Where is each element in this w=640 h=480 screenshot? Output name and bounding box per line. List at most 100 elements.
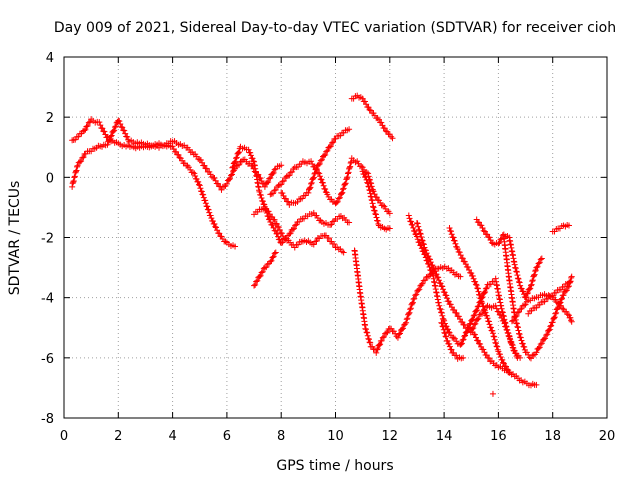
data-point bbox=[470, 275, 477, 282]
data-point bbox=[373, 349, 380, 356]
data-point bbox=[101, 128, 108, 135]
data-point bbox=[251, 282, 258, 289]
data-point bbox=[564, 311, 571, 318]
data-point bbox=[110, 128, 117, 135]
data-point bbox=[371, 207, 378, 214]
data-point bbox=[419, 237, 426, 244]
data-point bbox=[427, 259, 434, 266]
data-point bbox=[250, 158, 257, 165]
x-tick-label: 2 bbox=[114, 429, 122, 444]
data-point bbox=[276, 226, 283, 233]
data-point bbox=[318, 156, 325, 163]
data-point bbox=[306, 185, 313, 192]
data-point bbox=[530, 272, 537, 279]
data-point bbox=[314, 214, 321, 221]
data-point bbox=[235, 149, 242, 156]
y-tick-label: -8 bbox=[41, 412, 54, 427]
data-point bbox=[419, 280, 426, 287]
data-point bbox=[490, 333, 497, 340]
data-point bbox=[216, 230, 223, 237]
data-point bbox=[106, 136, 113, 143]
data-point bbox=[457, 273, 464, 280]
data-point bbox=[322, 151, 329, 158]
data-point bbox=[70, 178, 77, 185]
data-point bbox=[487, 237, 494, 244]
data-point bbox=[471, 321, 478, 328]
data-point bbox=[367, 339, 374, 346]
data-point bbox=[234, 162, 241, 169]
data-point bbox=[497, 353, 504, 360]
y-axis-label: SDTVAR / TECUs bbox=[7, 181, 23, 296]
data-point bbox=[486, 321, 493, 328]
data-point bbox=[71, 173, 78, 180]
data-point bbox=[264, 179, 271, 186]
data-point bbox=[518, 337, 525, 344]
data-point bbox=[473, 307, 480, 314]
data-point bbox=[275, 233, 282, 240]
data-point bbox=[476, 291, 483, 298]
data-point bbox=[308, 180, 315, 187]
data-point bbox=[119, 124, 126, 131]
data-point bbox=[409, 299, 416, 306]
data-point bbox=[267, 174, 274, 181]
data-point bbox=[362, 325, 369, 332]
data-point bbox=[560, 306, 567, 313]
data-point bbox=[346, 126, 353, 133]
series-track18 bbox=[508, 291, 575, 325]
data-point bbox=[85, 119, 92, 126]
data-point bbox=[69, 183, 76, 190]
data-point bbox=[552, 310, 559, 317]
data-point bbox=[501, 320, 508, 327]
data-point bbox=[524, 290, 531, 297]
data-point bbox=[76, 158, 83, 165]
data-points bbox=[69, 92, 575, 397]
data-point bbox=[480, 346, 487, 353]
data-point bbox=[479, 300, 486, 307]
data-point bbox=[528, 281, 535, 288]
data-point bbox=[195, 178, 202, 185]
data-point bbox=[312, 169, 319, 176]
data-point bbox=[333, 199, 340, 206]
data-point bbox=[259, 198, 266, 205]
data-point bbox=[508, 338, 515, 345]
data-point bbox=[565, 222, 572, 229]
data-point bbox=[269, 254, 276, 261]
data-point bbox=[418, 282, 425, 289]
data-point bbox=[508, 318, 515, 325]
data-point bbox=[443, 333, 450, 340]
data-point bbox=[567, 314, 574, 321]
data-point bbox=[461, 333, 468, 340]
x-tick-label: 4 bbox=[168, 429, 176, 444]
data-point bbox=[375, 197, 382, 204]
data-point bbox=[414, 220, 421, 227]
data-point bbox=[523, 293, 530, 300]
data-point bbox=[327, 221, 334, 228]
data-point bbox=[372, 210, 379, 217]
data-point bbox=[197, 157, 204, 164]
data-point bbox=[214, 227, 221, 234]
data-point bbox=[477, 311, 484, 318]
data-point bbox=[74, 163, 81, 170]
data-point bbox=[513, 312, 520, 319]
data-point bbox=[440, 326, 447, 333]
data-point bbox=[492, 339, 499, 346]
data-point bbox=[444, 295, 451, 302]
data-point bbox=[364, 329, 371, 336]
data-point bbox=[249, 155, 256, 162]
y-tick-label: -2 bbox=[41, 232, 54, 247]
data-point bbox=[414, 236, 421, 243]
data-point bbox=[523, 349, 530, 356]
data-point bbox=[447, 332, 454, 339]
data-point bbox=[546, 326, 553, 333]
data-point bbox=[195, 181, 202, 188]
data-point bbox=[515, 308, 522, 315]
data-point bbox=[536, 259, 543, 266]
data-point bbox=[484, 315, 491, 322]
data-point bbox=[331, 241, 338, 248]
data-point bbox=[515, 275, 522, 282]
data-point bbox=[502, 323, 509, 330]
data-point bbox=[108, 132, 115, 139]
y-tick-label: 2 bbox=[46, 111, 54, 126]
data-point bbox=[219, 183, 226, 190]
data-point bbox=[193, 175, 200, 182]
